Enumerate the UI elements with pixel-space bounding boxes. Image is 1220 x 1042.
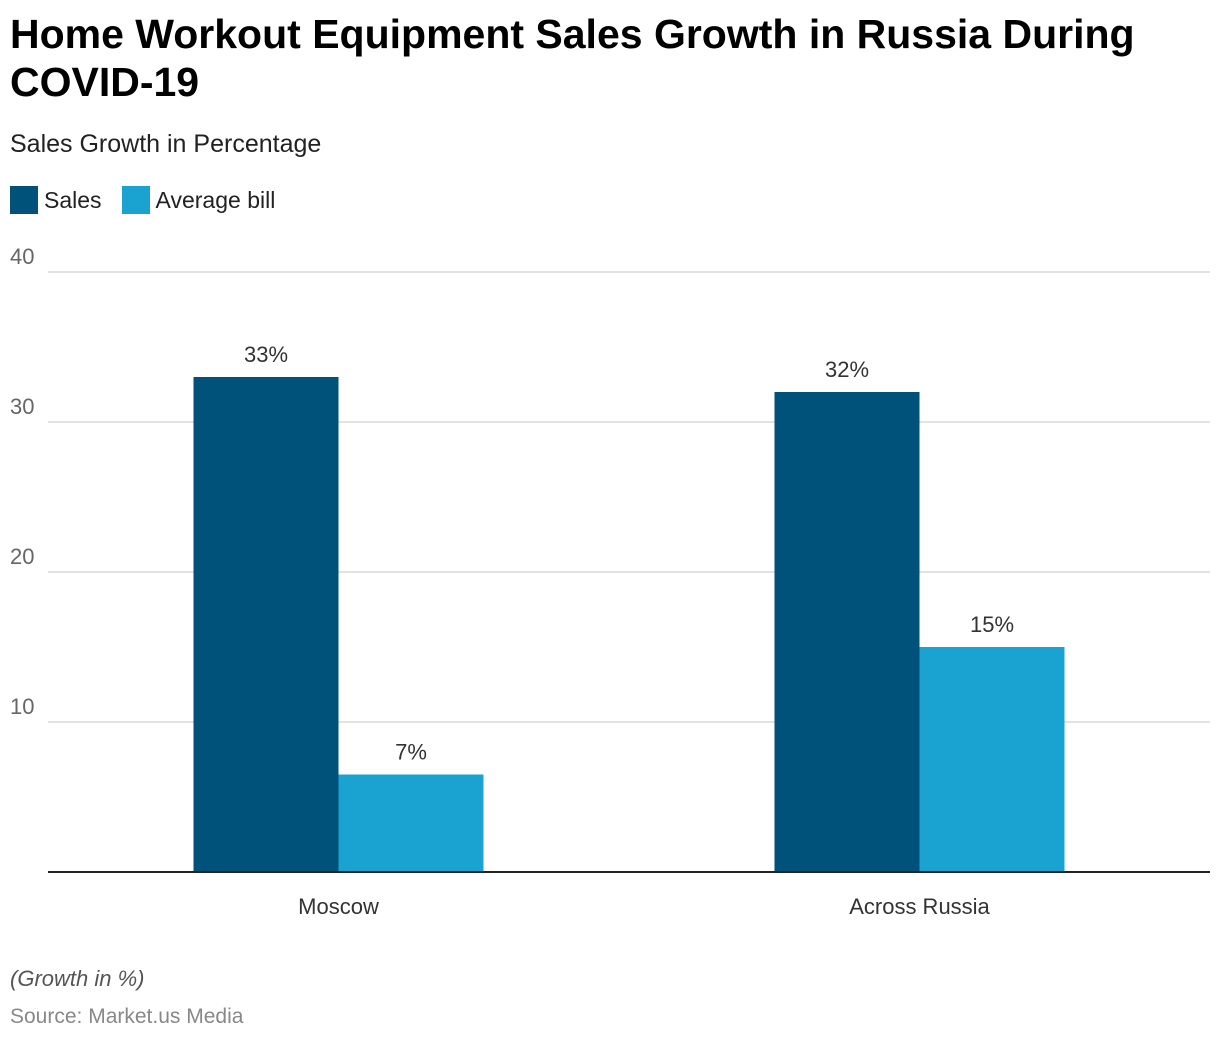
data-label: 32% — [825, 357, 869, 382]
legend-swatch-sales — [10, 186, 38, 214]
y-tick-label: 30 — [10, 394, 34, 419]
legend-item-sales: Sales — [10, 186, 102, 214]
chart-source: Source: Market.us Media — [10, 1005, 244, 1028]
bar-sales — [774, 392, 920, 872]
data-label: 15% — [970, 612, 1014, 637]
chart-note: (Growth in %) — [10, 966, 145, 991]
legend-label-sales: Sales — [44, 186, 102, 213]
x-tick-label: Across Russia — [849, 894, 990, 919]
legend: Sales Average bill — [10, 186, 295, 214]
bar-sales — [193, 377, 339, 872]
y-tick-label: 20 — [10, 544, 34, 569]
chart-title: Home Workout Equipment Sales Growth in R… — [10, 11, 1135, 105]
legend-label-average-bill: Average bill — [155, 186, 276, 213]
chart-subtitle: Sales Growth in Percentage — [10, 130, 322, 158]
data-label: 7% — [395, 740, 427, 765]
y-tick-label: 40 — [10, 244, 34, 269]
x-tick-label: Moscow — [298, 894, 379, 919]
data-label: 33% — [244, 342, 288, 367]
bar-average-bill — [919, 647, 1065, 872]
y-tick-label: 10 — [10, 694, 34, 719]
legend-item-average-bill: Average bill — [121, 186, 276, 214]
legend-swatch-average-bill — [121, 186, 150, 214]
bar-average-bill — [338, 774, 484, 872]
